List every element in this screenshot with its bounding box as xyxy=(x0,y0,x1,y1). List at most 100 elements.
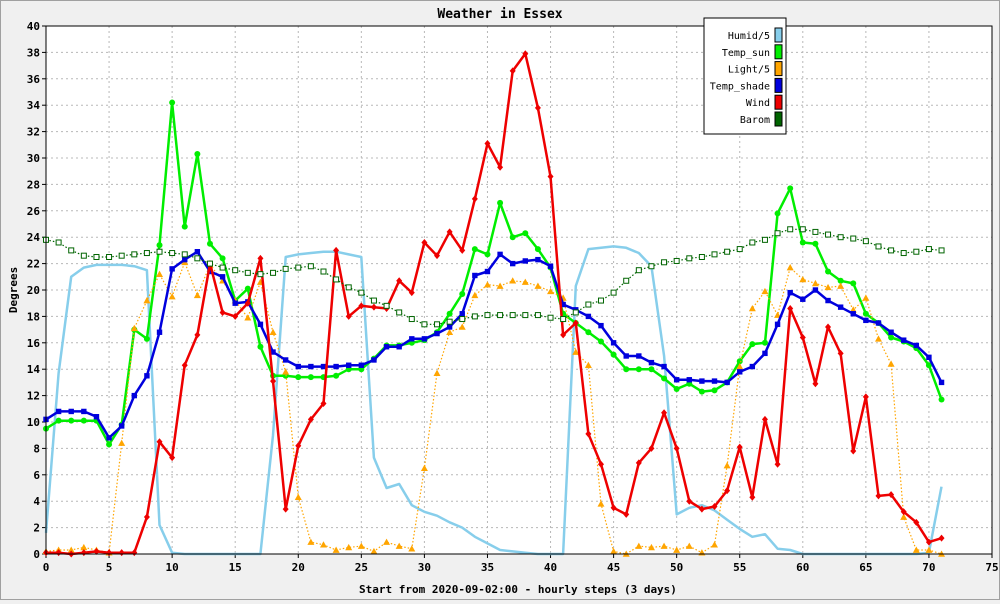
data-point xyxy=(761,415,768,423)
data-point xyxy=(522,312,529,319)
data-point xyxy=(925,362,932,369)
data-point xyxy=(320,268,327,275)
data-point xyxy=(812,287,819,293)
data-point xyxy=(926,354,932,361)
data-point xyxy=(446,310,453,317)
data-point xyxy=(737,369,743,375)
data-point xyxy=(358,289,365,296)
y-tick-label: 38 xyxy=(27,46,40,59)
data-point xyxy=(497,199,504,206)
data-point xyxy=(585,313,592,320)
data-point xyxy=(862,294,870,301)
data-point xyxy=(762,350,768,357)
data-point xyxy=(131,392,137,399)
data-point xyxy=(698,388,705,395)
data-point xyxy=(900,508,907,516)
data-point xyxy=(534,104,541,112)
data-point xyxy=(472,272,478,279)
data-point xyxy=(484,312,491,319)
data-point xyxy=(787,289,793,296)
data-point xyxy=(383,538,391,545)
y-tick-label: 34 xyxy=(27,99,41,112)
data-point xyxy=(811,279,819,287)
data-point xyxy=(560,301,566,308)
data-point xyxy=(270,377,277,385)
data-point xyxy=(774,230,781,237)
data-point xyxy=(711,502,718,510)
series-barom xyxy=(43,226,945,328)
y-tick-label: 26 xyxy=(27,205,41,218)
data-point xyxy=(723,462,731,469)
data-point xyxy=(887,360,895,367)
data-point xyxy=(396,309,403,316)
data-point xyxy=(471,313,478,320)
data-point xyxy=(812,228,819,235)
data-point xyxy=(118,252,125,259)
data-point xyxy=(169,99,176,106)
data-point xyxy=(547,287,555,295)
data-point xyxy=(143,513,150,521)
data-point xyxy=(837,282,845,289)
data-point xyxy=(131,251,138,258)
y-tick-label: 30 xyxy=(27,152,40,165)
data-point xyxy=(509,67,516,75)
data-point xyxy=(219,274,226,280)
data-point xyxy=(106,441,113,448)
data-point xyxy=(736,246,743,253)
data-point xyxy=(888,329,894,335)
data-point xyxy=(497,312,504,319)
data-point xyxy=(244,269,251,276)
data-point xyxy=(295,374,302,381)
data-point xyxy=(307,415,314,423)
data-point xyxy=(484,268,491,275)
data-point xyxy=(80,543,88,551)
data-point xyxy=(522,258,529,264)
data-point xyxy=(446,328,454,336)
data-point xyxy=(686,497,693,505)
data-point xyxy=(346,362,352,368)
data-point xyxy=(862,310,869,317)
data-point xyxy=(421,321,428,328)
data-point xyxy=(358,302,365,310)
data-point xyxy=(333,372,340,379)
data-point xyxy=(661,363,667,370)
data-point xyxy=(585,329,592,336)
data-point xyxy=(837,234,844,241)
data-point xyxy=(294,493,302,501)
data-point xyxy=(257,321,264,328)
data-point xyxy=(93,254,100,260)
data-point xyxy=(496,282,504,289)
data-point xyxy=(610,289,617,296)
data-point xyxy=(143,335,150,342)
data-point xyxy=(661,375,668,382)
data-point xyxy=(862,238,869,245)
y-tick-label: 8 xyxy=(33,442,40,455)
data-point xyxy=(357,542,365,549)
data-point xyxy=(459,246,466,254)
data-point xyxy=(862,393,869,401)
data-point xyxy=(673,377,680,383)
data-point xyxy=(610,340,617,346)
data-point xyxy=(888,247,895,254)
x-tick-label: 50 xyxy=(670,561,683,574)
data-point xyxy=(711,541,719,548)
data-point xyxy=(597,500,605,507)
data-point xyxy=(925,546,933,553)
data-point xyxy=(434,321,441,328)
y-tick-label: 10 xyxy=(27,416,40,429)
data-point xyxy=(270,269,277,276)
data-point xyxy=(761,287,769,295)
y-tick-label: 12 xyxy=(27,390,40,403)
data-point xyxy=(749,363,756,370)
data-point xyxy=(812,380,819,388)
data-point xyxy=(623,277,630,284)
data-point xyxy=(560,331,567,339)
series-wind xyxy=(43,50,945,558)
legend-label: Barom xyxy=(740,115,770,126)
data-point xyxy=(244,299,251,307)
data-point xyxy=(874,335,882,342)
data-point xyxy=(106,254,113,260)
data-point xyxy=(774,210,781,217)
x-tick-label: 35 xyxy=(481,561,494,574)
